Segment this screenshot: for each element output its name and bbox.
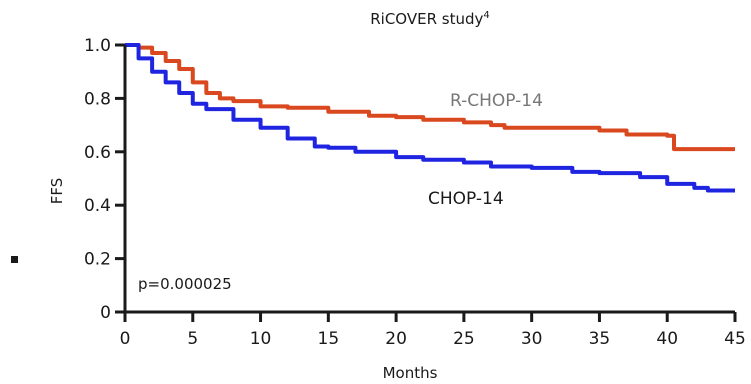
x-tick-label: 0 [120, 329, 131, 349]
x-tick-label: 40 [656, 329, 678, 349]
series-label-chop-14: CHOP-14 [428, 189, 504, 209]
series-label-r-chop-14: R-CHOP-14 [450, 91, 543, 111]
y-axis-label: FFS [48, 178, 66, 205]
x-tick-label: 5 [187, 329, 198, 349]
y-tick-label: 0 [100, 303, 111, 323]
x-axis-label: Months [383, 364, 438, 382]
y-tick-label: 0.2 [84, 250, 111, 270]
x-ticks: 0 5 10 15 20 25 30 35 40 45 [120, 312, 746, 349]
x-tick-label: 30 [521, 329, 543, 349]
y-ticks: 0 0.2 0.4 0.6 0.8 1.0 [84, 36, 125, 323]
y-tick-label: 0.8 [84, 89, 111, 109]
x-tick-label: 25 [453, 329, 475, 349]
y-tick-label: 0.6 [84, 143, 111, 163]
x-tick-label: 45 [724, 329, 746, 349]
x-tick-label: 10 [250, 329, 272, 349]
chart-title: RiCOVER study4 [370, 10, 490, 28]
y-tick-label: 1.0 [84, 36, 111, 56]
y-tick-label: 0.4 [84, 196, 111, 216]
x-tick-label: 15 [318, 329, 340, 349]
p-value-annotation: p=0.000025 [138, 275, 232, 293]
plot-lines [125, 43, 735, 193]
x-tick-label: 35 [589, 329, 611, 349]
series-line-chop-14 [125, 43, 735, 193]
stray-marker [11, 256, 18, 263]
series-line-r-chop-14 [125, 43, 735, 152]
x-tick-label: 20 [385, 329, 407, 349]
